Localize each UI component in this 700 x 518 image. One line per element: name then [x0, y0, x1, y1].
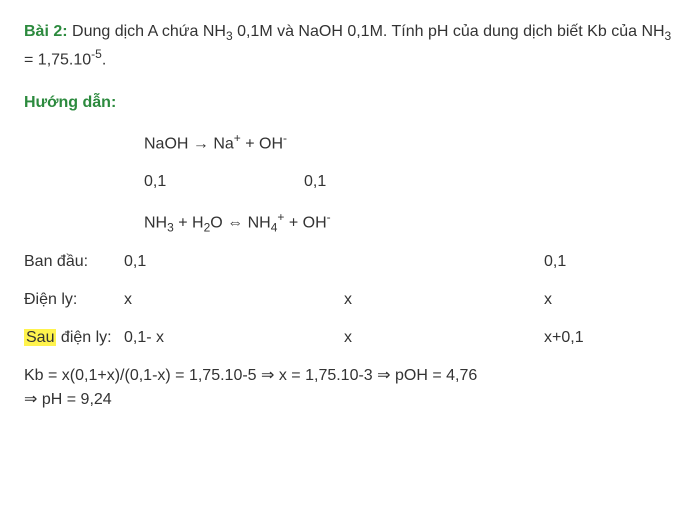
equation-1-values: 0,10,1 [144, 170, 676, 194]
row-ionize: Điện ly: x x x [24, 288, 676, 312]
eq2-p4: + OH [284, 214, 326, 231]
eq2-p2: + H [174, 214, 204, 231]
problem-sup-1: -5 [91, 47, 102, 61]
row-initial-label: Ban đầu: [24, 250, 124, 274]
guide-label: Hướng dẫn: [24, 91, 676, 115]
row-ionize-b: x [244, 288, 544, 312]
row-after-label: Sau điện ly: [24, 326, 124, 350]
row-after-c: x+0,1 [544, 326, 664, 350]
row-after-label-hl: Sau [24, 329, 56, 346]
problem-text-2: 0,1M và NaOH 0,1M. Tính pH của dung dịch… [233, 23, 665, 40]
eq1-sup2: - [283, 131, 287, 145]
final-line-1: Kb = x(0,1+x)/(0,1-x) = 1,75.10-5 ⇒ x = … [24, 364, 676, 388]
eq2-p1: NH [144, 214, 167, 231]
problem-statement: Bài 2: Dung dịch A chứa NH3 0,1M và NaOH… [24, 20, 676, 73]
final-solution: Kb = x(0,1+x)/(0,1-x) = 1,75.10-5 ⇒ x = … [24, 364, 676, 412]
problem-label: Bài 2: [24, 23, 68, 40]
eq2-sup2: - [327, 210, 331, 224]
row-ionize-a: x [124, 288, 244, 312]
eq1-mid: + OH [241, 135, 283, 152]
row-initial: Ban đầu: 0,1 0,1 [24, 250, 676, 274]
problem-text-4: . [102, 52, 106, 69]
final-line-2: ⇒ pH = 9,24 [24, 388, 676, 412]
problem-text-3: = 1,75.10 [24, 52, 91, 69]
problem-sub-2: 3 [665, 29, 672, 43]
row-initial-a: 0,1 [124, 250, 244, 274]
eq1-sup1: + [234, 131, 241, 145]
eq1-lhs: NaOH → Na [144, 135, 234, 152]
problem-sub-1: 3 [226, 29, 233, 43]
row-after-a: 0,1- x [124, 326, 244, 350]
row-initial-c: 0,1 [544, 250, 664, 274]
row-ionize-label: Điện ly: [24, 288, 124, 312]
eq2-p3: O ⇔ NH [210, 214, 270, 231]
row-after-label-rest: điện ly: [56, 329, 111, 346]
problem-text-1: Dung dịch A chứa NH [68, 23, 226, 40]
equation-1: NaOH → Na+ + OH- [144, 129, 676, 156]
equation-2: NH3 + H2O ⇔ NH4+ + OH- [144, 208, 676, 237]
row-after: Sau điện ly: 0,1- x x x+0,1 [24, 326, 676, 350]
eq2-sub1: 3 [167, 220, 174, 234]
eq1-val-a: 0,1 [144, 170, 304, 194]
row-ionize-c: x [544, 288, 664, 312]
eq1-val-b: 0,1 [304, 173, 326, 190]
row-after-b: x [244, 326, 544, 350]
